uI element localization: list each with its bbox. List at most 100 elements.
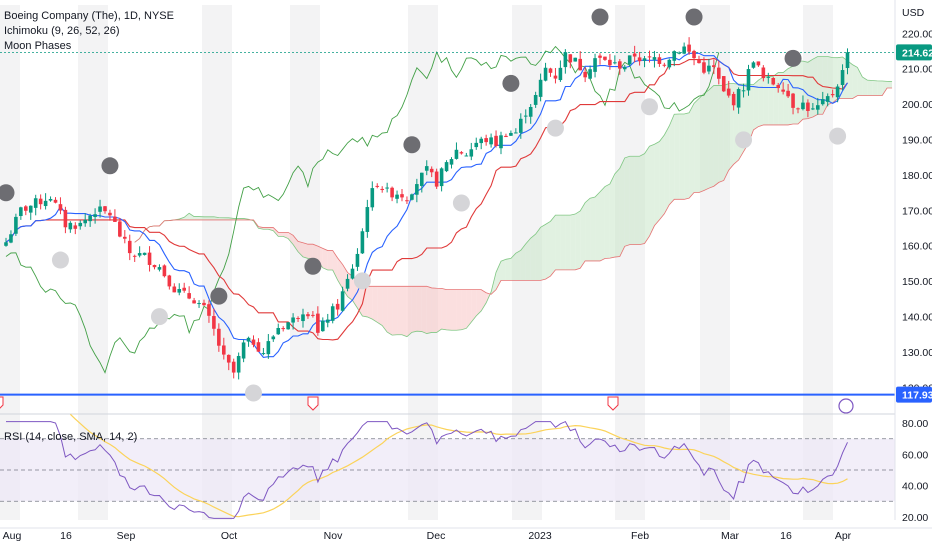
currency-label: USD — [902, 7, 925, 19]
rsi-tick-label: 40.00 — [902, 481, 928, 493]
candle-body — [489, 137, 493, 145]
candle-body — [796, 108, 800, 110]
candle-body — [439, 168, 444, 187]
candle-body — [429, 168, 434, 173]
cloud-segment — [550, 215, 556, 277]
cloud-segment — [877, 80, 883, 96]
candle-body — [677, 52, 681, 54]
candle-body — [538, 79, 543, 97]
candle-body — [350, 268, 355, 279]
candle-body — [578, 58, 582, 71]
candle-body — [830, 94, 835, 96]
cloud-segment — [664, 125, 670, 214]
cloud-segment — [867, 80, 873, 96]
candle-body — [231, 361, 236, 373]
cloud-segment — [545, 221, 551, 280]
price-tick-label: 170.00 — [902, 205, 932, 217]
cloud-segment — [392, 286, 398, 336]
candle-body — [187, 293, 191, 299]
candle-body — [454, 149, 459, 159]
new-moon-marker — [210, 287, 228, 305]
full-moon-marker — [150, 308, 168, 326]
candle-body — [647, 56, 652, 58]
candle-body — [806, 102, 810, 111]
cloud-segment — [530, 234, 536, 281]
cloud-segment — [619, 157, 625, 257]
candle-body — [464, 155, 469, 157]
time-tick-label: Feb — [631, 530, 649, 542]
candle-body — [756, 61, 761, 66]
cloud-segment — [699, 93, 704, 193]
candle-body — [820, 99, 825, 105]
cloud-segment — [629, 156, 635, 245]
full-moon-marker — [245, 384, 262, 402]
chart-legend: Boeing Company (The), 1D, NYSE Ichimoku … — [4, 9, 174, 54]
candle-body — [375, 185, 380, 187]
chart-background — [0, 5, 833, 520]
cloud-segment — [387, 286, 393, 336]
earnings-marker — [307, 396, 319, 411]
candle-body — [523, 115, 528, 117]
cloud-segment — [669, 114, 675, 205]
cloud-segment — [501, 259, 506, 281]
candle-body — [682, 46, 686, 54]
candle-body — [380, 188, 384, 191]
cloud-segment — [436, 288, 442, 333]
price-tick-label: 180.00 — [902, 170, 932, 182]
cloud-segment — [540, 224, 546, 281]
candle-body — [108, 212, 112, 216]
candle-body — [514, 132, 518, 134]
cloud-segment — [337, 258, 343, 289]
cloud-segment — [471, 289, 477, 323]
cloud-segment — [288, 232, 294, 245]
candle-body — [276, 328, 281, 335]
candle-body — [474, 142, 479, 148]
bg-stripe — [0, 5, 20, 520]
candle-body — [306, 314, 310, 317]
candle-body — [340, 291, 345, 311]
last-price-tag — [896, 44, 932, 61]
candle-body — [558, 67, 563, 81]
candle-body — [28, 205, 33, 213]
cloud-segment — [515, 250, 521, 281]
last-price-value: 214.62 — [902, 47, 932, 59]
candle-body — [296, 318, 300, 320]
candle-body — [528, 106, 533, 117]
candle-body — [118, 221, 122, 237]
cloud-segment — [199, 216, 204, 220]
cloud-segment — [570, 214, 576, 270]
cloud-segment — [189, 213, 195, 220]
candle-body — [360, 231, 365, 254]
candle-body — [142, 252, 147, 255]
candle-body — [83, 219, 87, 224]
candle-body — [781, 89, 785, 92]
candle-body — [697, 59, 701, 64]
candle-body — [583, 71, 587, 78]
cloud-segment — [367, 286, 373, 320]
candle-body — [271, 336, 276, 340]
candle-body — [197, 303, 201, 305]
price-tick-label: 190.00 — [902, 135, 932, 147]
candle-body — [207, 304, 211, 316]
candle-body — [618, 61, 622, 69]
cloud-segment — [322, 248, 328, 270]
candle-body — [444, 162, 449, 172]
rsi-line — [6, 420, 848, 519]
candle-body — [415, 184, 419, 195]
candle-body — [73, 225, 78, 229]
candle-body — [266, 341, 271, 355]
candle-body — [33, 198, 38, 208]
candle-body — [835, 86, 840, 98]
cloud-segment — [194, 216, 200, 220]
ichimoku-lines — [0, 45, 895, 396]
cloud-segment — [649, 144, 655, 237]
candle-body — [405, 200, 409, 202]
time-tick-label: Sep — [117, 530, 136, 542]
support-price-value: 117.93 — [902, 390, 932, 402]
cloud-segment — [525, 238, 531, 281]
cloud-segment — [748, 84, 754, 144]
candle-body — [608, 59, 612, 66]
candle-body — [811, 108, 815, 110]
cloud-segment — [713, 85, 719, 187]
